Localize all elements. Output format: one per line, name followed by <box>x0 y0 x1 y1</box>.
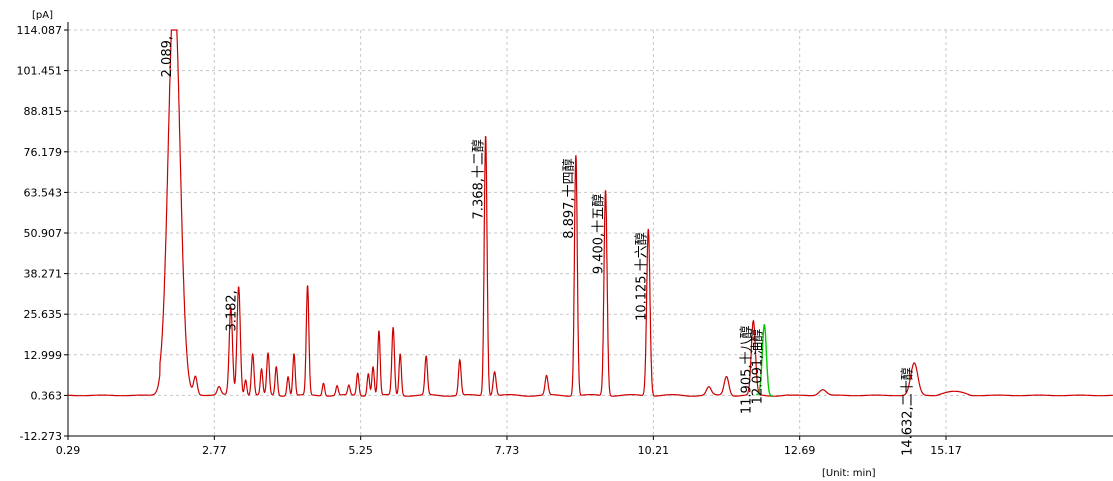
x-tick-label: 5.25 <box>348 444 373 457</box>
x-tick-label: 10.21 <box>638 444 670 457</box>
peak-label: 7.368,十二醇 <box>471 139 487 219</box>
y-tick-label: -12.273 <box>20 430 62 443</box>
x-tick-label: 12.69 <box>784 444 816 457</box>
x-tick-label: 15.17 <box>930 444 962 457</box>
y-tick-label: 50.907 <box>24 227 63 240</box>
peak-label: 9.400,十五醇 <box>591 194 607 274</box>
y-tick-label: 12.999 <box>24 349 63 362</box>
x-axis-unit-label: [Unit: min] <box>822 468 876 479</box>
peak-label: 12.091,油醇 <box>749 329 765 405</box>
x-tick-label: 0.29 <box>56 444 81 457</box>
peak-label: 10.125,十六醇 <box>633 232 649 321</box>
x-tick-label: 7.73 <box>495 444 520 457</box>
trace-layer <box>68 30 1113 396</box>
y-tick-label: 76.179 <box>24 146 63 159</box>
peak-label: 14.632,二十醇 <box>899 367 915 456</box>
chromatogram-trace <box>68 30 1113 396</box>
y-axis-unit-label: [pA] <box>32 10 53 21</box>
y-tick-label: 101.451 <box>17 65 63 78</box>
y-tick-label: 114.087 <box>17 24 63 37</box>
x-tick-label: 2.77 <box>202 444 227 457</box>
peak-label: 8.897,十四醇 <box>561 158 577 238</box>
y-tick-label: 0.363 <box>31 389 63 402</box>
y-tick-label: 88.815 <box>24 105 63 118</box>
y-tick-label: 38.271 <box>24 268 63 281</box>
grid-layer <box>68 30 1113 436</box>
y-tick-label: 25.635 <box>24 308 63 321</box>
peak-label: 3.182, <box>225 290 240 331</box>
peak-label: 2.089, <box>160 36 175 77</box>
y-tick-label: 63.543 <box>24 186 63 199</box>
